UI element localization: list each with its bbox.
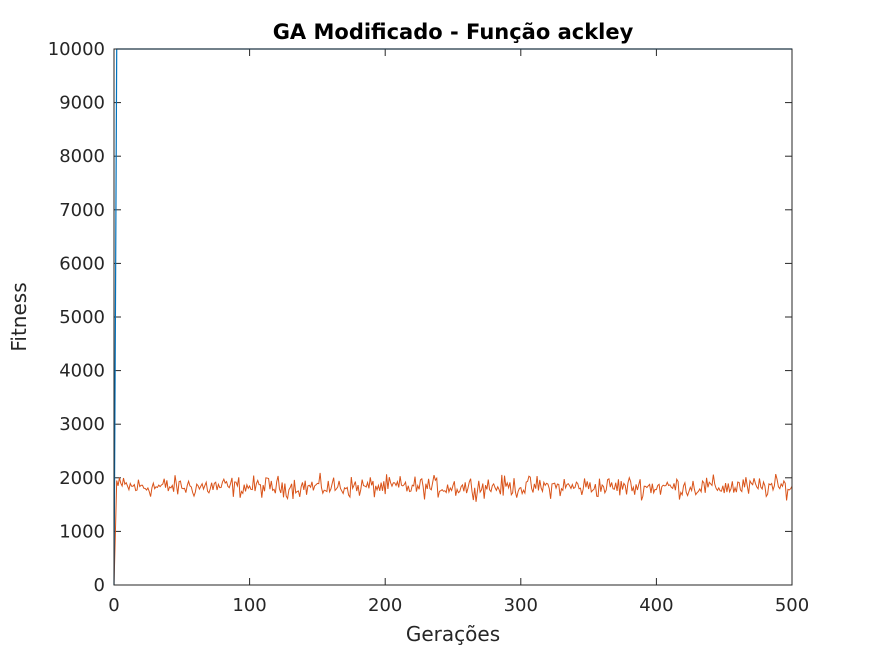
y-tick-label: 2000 bbox=[59, 468, 105, 489]
x-tick-labels: 0 100 200 300 400 500 bbox=[108, 595, 809, 616]
y-tick-label: 0 bbox=[94, 575, 105, 596]
y-tick-labels: 0 1000 2000 3000 4000 5000 6000 7000 8000 9000 100… bbox=[48, 39, 105, 596]
x-axis-label: Gerações bbox=[406, 622, 500, 646]
y-axis-label: Fitness bbox=[7, 282, 31, 351]
x-tick-label: 100 bbox=[232, 595, 266, 616]
y-tick-label: 1000 bbox=[59, 521, 105, 542]
x-tick-label: 0 bbox=[108, 595, 119, 616]
x-tick-label: 200 bbox=[368, 595, 402, 616]
x-tick-label: 300 bbox=[504, 595, 538, 616]
series-line-orange bbox=[113, 472, 793, 586]
chart-title: GA Modificado - Função ackley bbox=[273, 20, 634, 44]
series-line-blue bbox=[113, 48, 792, 586]
axis-ticks bbox=[113, 48, 793, 586]
series-group bbox=[113, 48, 793, 586]
y-tick-label: 5000 bbox=[59, 307, 105, 328]
x-tick-label: 500 bbox=[775, 595, 809, 616]
y-tick-label: 8000 bbox=[59, 146, 105, 167]
y-tick-label: 10000 bbox=[48, 39, 105, 60]
plot-area-frame bbox=[113, 48, 793, 586]
y-tick-label: 9000 bbox=[59, 93, 105, 114]
y-tick-label: 3000 bbox=[59, 414, 105, 435]
x-tick-label: 400 bbox=[639, 595, 673, 616]
y-tick-label: 4000 bbox=[59, 361, 105, 382]
y-tick-label: 6000 bbox=[59, 253, 105, 274]
y-tick-label: 7000 bbox=[59, 200, 105, 221]
